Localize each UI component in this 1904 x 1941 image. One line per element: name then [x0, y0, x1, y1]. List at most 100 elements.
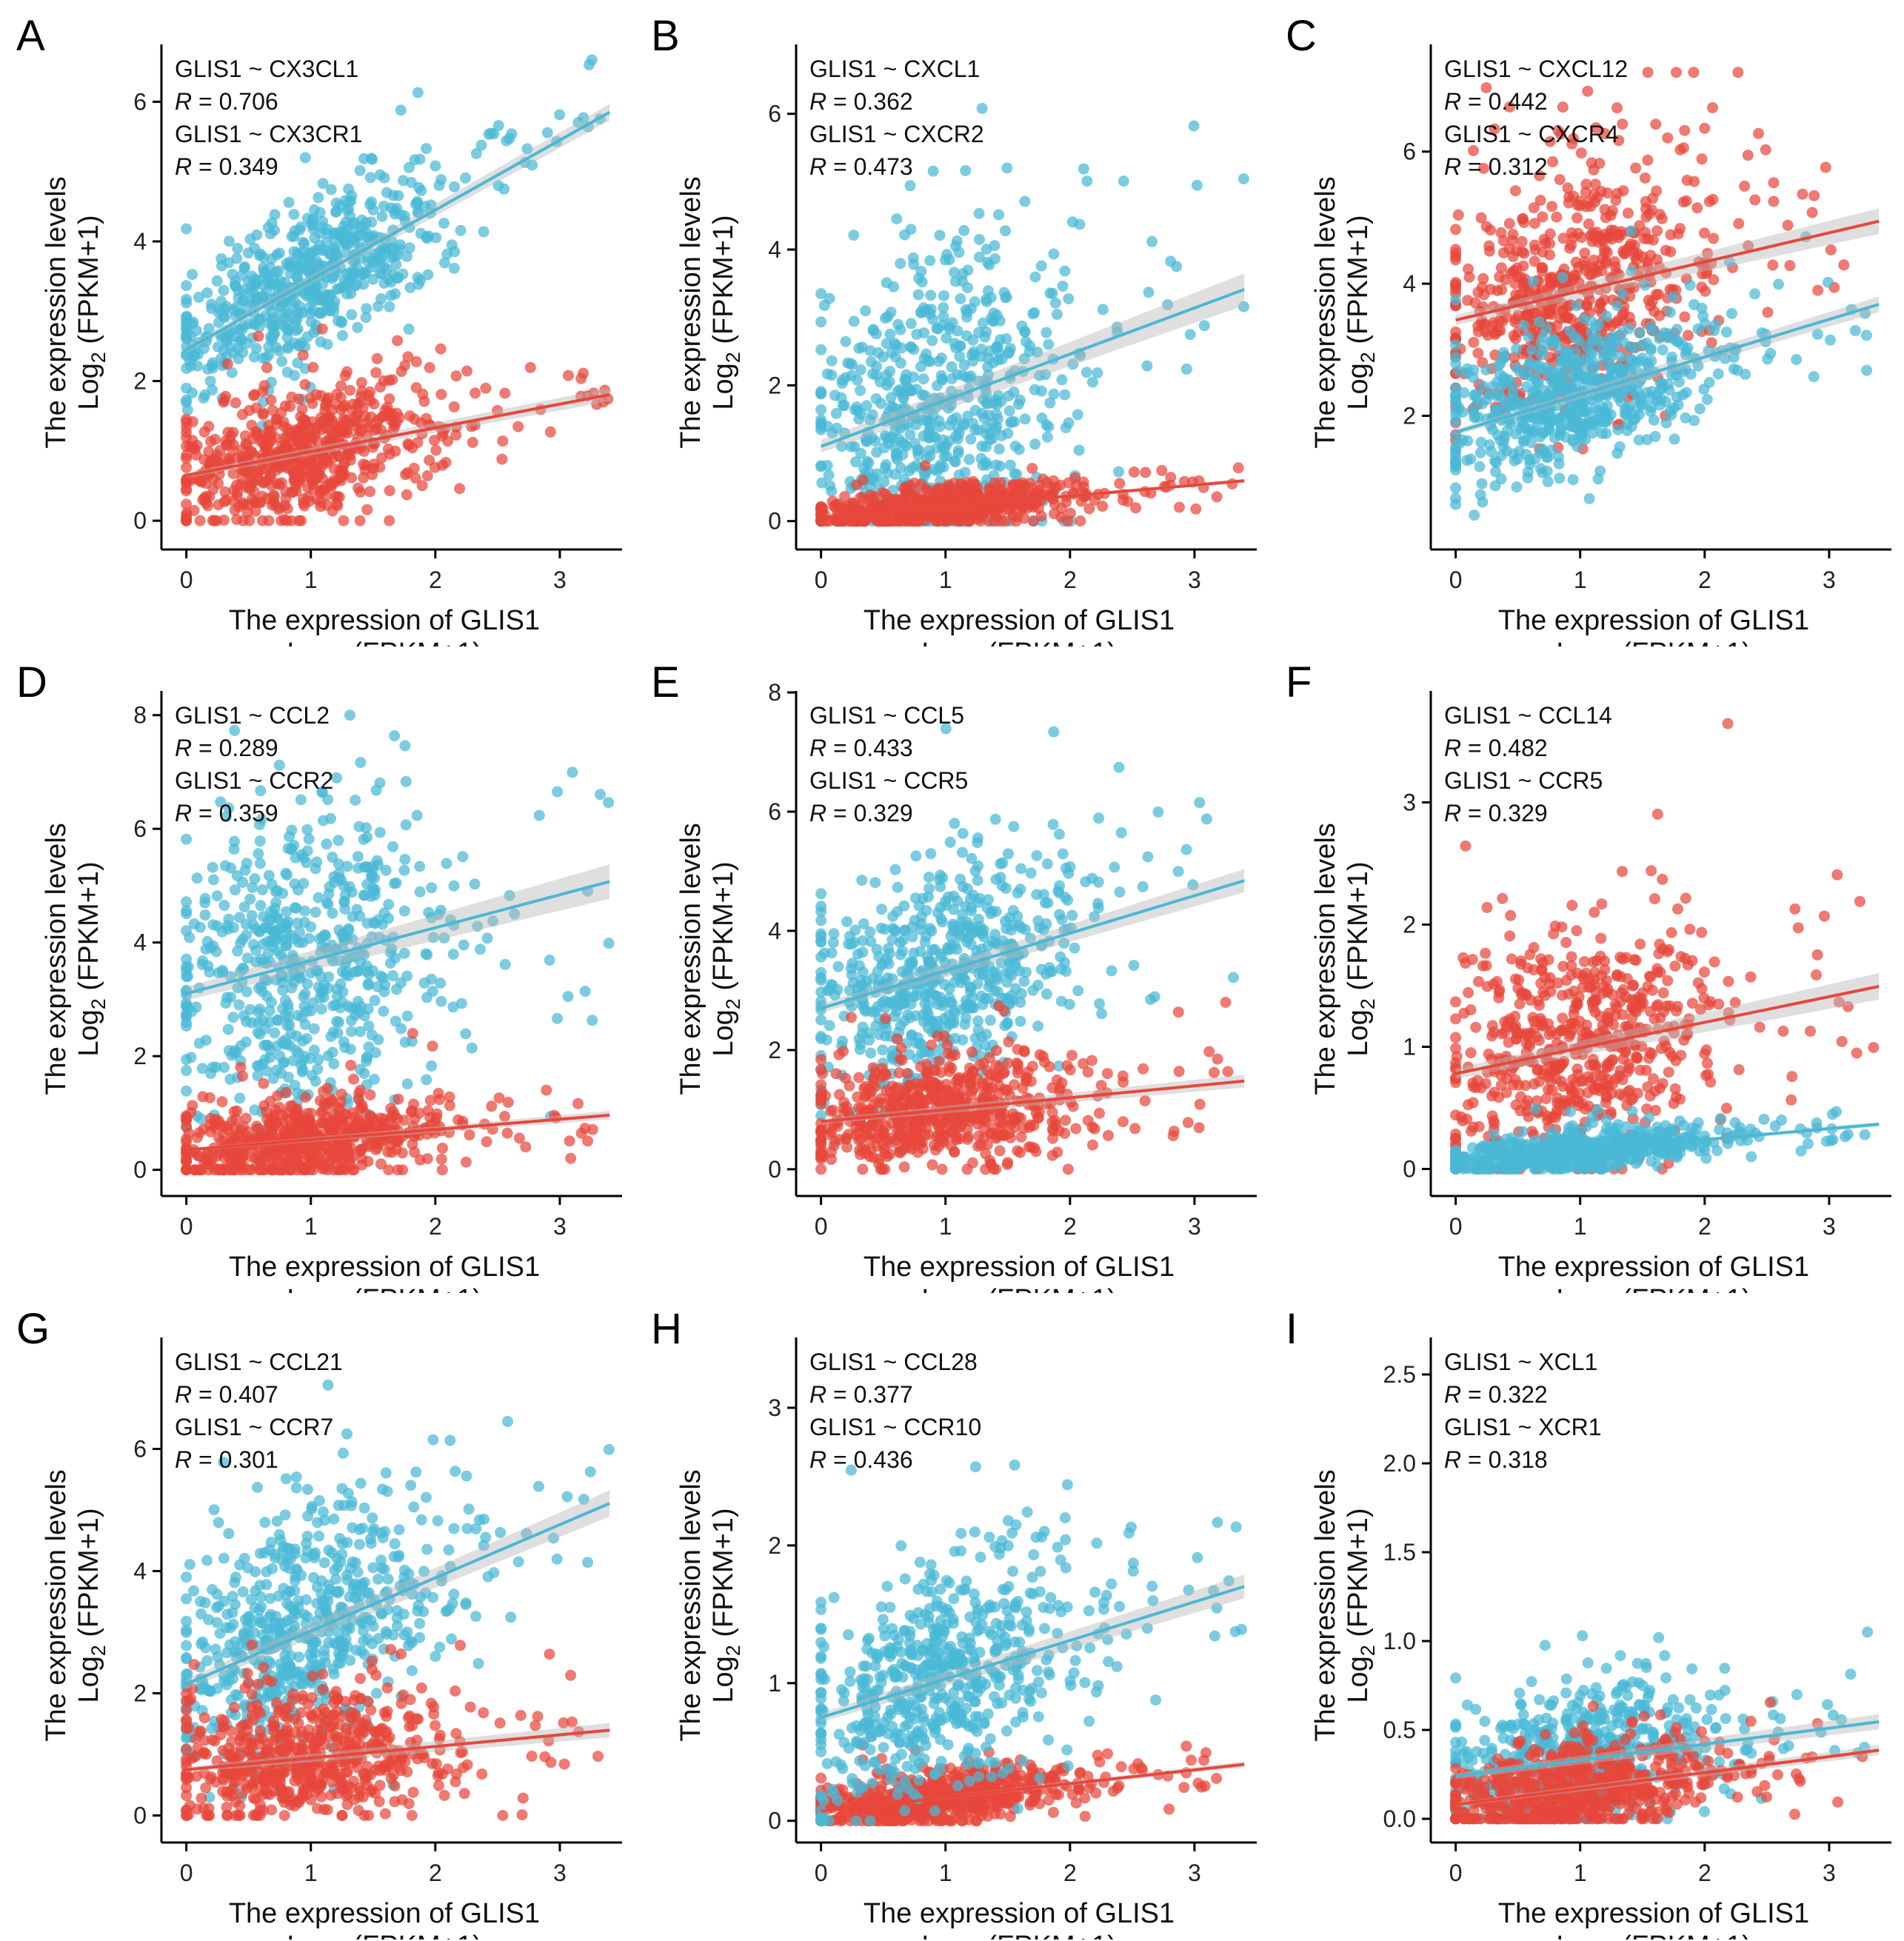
data-point: [1528, 412, 1540, 424]
data-point: [1476, 315, 1488, 327]
data-point: [1570, 256, 1582, 268]
data-point: [368, 1074, 380, 1085]
data-point: [305, 451, 317, 463]
data-point: [815, 288, 827, 299]
data-point: [1639, 172, 1651, 184]
data-point: [265, 996, 277, 1008]
data-point: [815, 414, 827, 426]
data-point: [969, 486, 981, 498]
data-point: [298, 878, 310, 889]
data-point: [1546, 337, 1557, 349]
data-point: [326, 273, 338, 284]
x-axis-title-rest: (FPKM+1): [345, 638, 482, 647]
data-point: [285, 515, 297, 527]
data-point: [454, 483, 466, 495]
data-point: [1497, 235, 1509, 247]
data-point: [1773, 278, 1784, 290]
data-point: [255, 435, 267, 447]
data-point: [316, 484, 327, 495]
data-point: [1569, 331, 1580, 343]
data-point: [346, 1015, 357, 1026]
data-point: [226, 1115, 238, 1127]
data-point: [355, 486, 366, 498]
data-point: [1660, 417, 1672, 429]
data-point: [817, 502, 829, 514]
data-point: [845, 441, 857, 452]
data-point: [897, 449, 909, 461]
data-point: [1546, 444, 1557, 456]
data-point: [1035, 260, 1047, 272]
data-point: [851, 401, 863, 413]
data-point: [1083, 503, 1095, 515]
data-point: [1554, 429, 1566, 441]
data-point: [333, 858, 344, 870]
data-point: [281, 1019, 293, 1031]
data-point: [1477, 496, 1489, 508]
data-point: [1673, 376, 1685, 388]
data-point: [331, 983, 343, 995]
data-point: [241, 952, 253, 964]
data-point: [323, 888, 335, 900]
data-point: [1617, 245, 1629, 257]
data-point: [233, 353, 244, 364]
data-point: [321, 838, 333, 850]
data-point: [238, 295, 250, 307]
data-point: [297, 464, 309, 475]
y-axis-title-line1: The expression levels: [675, 176, 707, 449]
data-point: [357, 402, 369, 414]
data-point: [1566, 410, 1578, 421]
data-point: [284, 401, 296, 412]
data-point: [871, 447, 883, 458]
data-point: [181, 1164, 193, 1176]
data-point: [920, 514, 931, 526]
data-point: [563, 370, 574, 381]
data-point: [369, 883, 381, 895]
data-point: [1782, 219, 1794, 231]
data-point: [983, 259, 995, 271]
data-point: [429, 461, 441, 473]
data-point: [923, 445, 935, 456]
data-point: [357, 221, 368, 233]
data-point: [1707, 193, 1719, 205]
data-point: [878, 476, 890, 488]
data-point: [400, 775, 412, 787]
data-point: [989, 477, 1001, 489]
data-point: [466, 1042, 478, 1054]
data-point: [366, 153, 378, 164]
x-axis-title-log: Log: [287, 638, 333, 647]
data-point: [229, 725, 241, 736]
data-point: [389, 1121, 400, 1133]
data-point: [210, 946, 222, 958]
data-point: [861, 455, 873, 467]
data-point: [1470, 388, 1482, 400]
data-point: [264, 261, 275, 273]
data-point: [1643, 233, 1654, 245]
data-point: [1450, 294, 1462, 306]
data-point: [848, 230, 860, 241]
data-point: [198, 454, 210, 466]
data-point: [325, 184, 337, 196]
data-point: [293, 971, 305, 983]
data-point: [449, 246, 461, 258]
data-point: [1575, 364, 1587, 375]
data-point: [1162, 299, 1174, 311]
data-point: [341, 366, 353, 378]
data-point: [1811, 328, 1823, 340]
data-point: [230, 884, 241, 896]
data-point: [1505, 268, 1517, 279]
data-point: [954, 350, 966, 362]
data-point: [362, 1003, 374, 1015]
data-point: [402, 351, 414, 363]
series-label-1: GLIS1 ~ CXCR2: [809, 121, 984, 147]
data-point: [908, 258, 920, 270]
data-point: [1529, 239, 1540, 251]
data-point: [395, 1023, 407, 1035]
data-point: [1510, 333, 1521, 344]
data-point: [231, 1046, 243, 1058]
data-point: [1551, 211, 1563, 223]
y-axis-title-sub: 2: [722, 352, 744, 363]
data-point: [1544, 305, 1556, 317]
data-point: [1531, 388, 1543, 400]
data-point: [210, 449, 222, 461]
